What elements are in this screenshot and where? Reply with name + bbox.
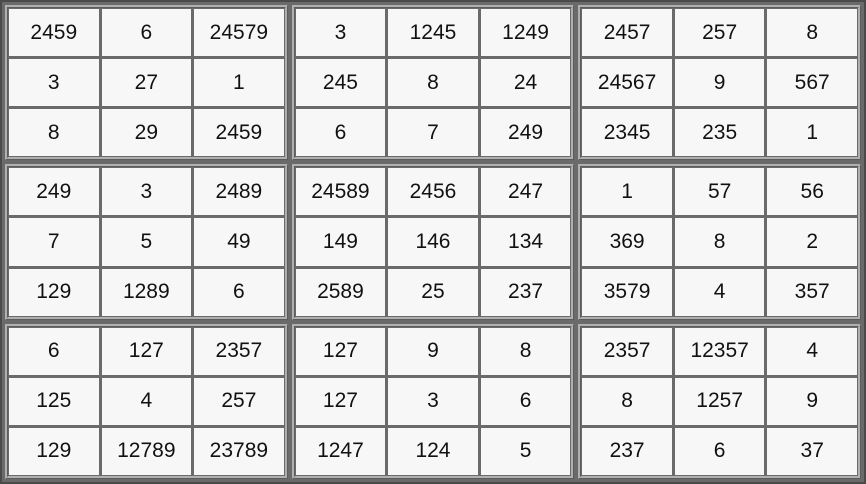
sudoku-cell[interactable]: 24567 <box>582 59 672 107</box>
sudoku-cell[interactable]: 3 <box>388 377 478 425</box>
sudoku-cell[interactable]: 146 <box>388 218 478 266</box>
sudoku-cell[interactable]: 8 <box>480 327 571 375</box>
sudoku-cell[interactable]: 357 <box>767 268 857 316</box>
sudoku-box: 6 127 2357 125 4 257 129 12789 23789 <box>5 323 288 479</box>
sudoku-cell[interactable]: 24579 <box>194 9 284 57</box>
sudoku-cell[interactable]: 149 <box>295 218 386 266</box>
sudoku-cell[interactable]: 6 <box>480 377 571 425</box>
sudoku-cell[interactable]: 2489 <box>194 168 284 216</box>
sudoku-box: 3 1245 1249 245 8 24 6 7 249 <box>291 5 575 161</box>
sudoku-cell[interactable]: 6 <box>194 268 284 316</box>
sudoku-cell[interactable]: 247 <box>480 168 571 216</box>
sudoku-cell[interactable]: 49 <box>194 218 284 266</box>
sudoku-box: 2457 257 8 24567 9 567 2345 235 1 <box>578 5 861 161</box>
sudoku-cell[interactable]: 6 <box>674 427 765 475</box>
sudoku-box: 24589 2456 247 149 146 134 2589 25 237 <box>291 164 575 320</box>
sudoku-cell[interactable]: 7 <box>9 218 99 266</box>
sudoku-cell[interactable]: 1245 <box>388 9 478 57</box>
sudoku-cell[interactable]: 57 <box>674 168 765 216</box>
sudoku-cell[interactable]: 2456 <box>388 168 478 216</box>
sudoku-cell[interactable]: 1247 <box>295 427 386 475</box>
sudoku-cell[interactable]: 369 <box>582 218 672 266</box>
sudoku-cell[interactable]: 125 <box>9 377 99 425</box>
sudoku-cell[interactable]: 127 <box>295 327 386 375</box>
sudoku-cell[interactable]: 129 <box>9 427 99 475</box>
sudoku-cell[interactable]: 2357 <box>194 327 284 375</box>
sudoku-cell[interactable]: 5 <box>101 218 192 266</box>
sudoku-cell[interactable]: 1 <box>194 59 284 107</box>
sudoku-cell[interactable]: 1257 <box>674 377 765 425</box>
sudoku-cell[interactable]: 1249 <box>480 9 571 57</box>
sudoku-box: 249 3 2489 7 5 49 129 1289 6 <box>5 164 288 320</box>
sudoku-cell[interactable]: 3579 <box>582 268 672 316</box>
sudoku-cell[interactable]: 249 <box>480 109 571 157</box>
sudoku-cell[interactable]: 3 <box>9 59 99 107</box>
sudoku-cell[interactable]: 6 <box>9 327 99 375</box>
sudoku-box: 1 57 56 369 8 2 3579 4 357 <box>578 164 861 320</box>
sudoku-cell[interactable]: 2459 <box>194 109 284 157</box>
sudoku-cell[interactable]: 7 <box>388 109 478 157</box>
sudoku-cell[interactable]: 25 <box>388 268 478 316</box>
sudoku-cell[interactable]: 127 <box>101 327 192 375</box>
sudoku-cell[interactable]: 6 <box>295 109 386 157</box>
sudoku-cell[interactable]: 2589 <box>295 268 386 316</box>
sudoku-cell[interactable]: 56 <box>767 168 857 216</box>
sudoku-cell[interactable]: 4 <box>674 268 765 316</box>
sudoku-cell[interactable]: 1289 <box>101 268 192 316</box>
sudoku-cell[interactable]: 2 <box>767 218 857 266</box>
sudoku-box: 127 9 8 127 3 6 1247 124 5 <box>291 323 575 479</box>
sudoku-cell[interactable]: 12789 <box>101 427 192 475</box>
sudoku-cell[interactable]: 29 <box>101 109 192 157</box>
sudoku-cell[interactable]: 235 <box>674 109 765 157</box>
sudoku-cell[interactable]: 567 <box>767 59 857 107</box>
sudoku-cell[interactable]: 127 <box>295 377 386 425</box>
sudoku-cell[interactable]: 124 <box>388 427 478 475</box>
sudoku-cell[interactable]: 8 <box>388 59 478 107</box>
sudoku-cell[interactable]: 12357 <box>674 327 765 375</box>
sudoku-cell[interactable]: 5 <box>480 427 571 475</box>
sudoku-box: 2357 12357 4 8 1257 9 237 6 37 <box>578 323 861 479</box>
sudoku-cell[interactable]: 1 <box>582 168 672 216</box>
sudoku-cell[interactable]: 237 <box>582 427 672 475</box>
sudoku-cell[interactable]: 4 <box>101 377 192 425</box>
sudoku-cell[interactable]: 4 <box>767 327 857 375</box>
sudoku-cell[interactable]: 2357 <box>582 327 672 375</box>
sudoku-cell[interactable]: 2459 <box>9 9 99 57</box>
sudoku-cell[interactable]: 3 <box>295 9 386 57</box>
sudoku-cell[interactable]: 245 <box>295 59 386 107</box>
sudoku-cell[interactable]: 9 <box>674 59 765 107</box>
sudoku-cell[interactable]: 8 <box>582 377 672 425</box>
sudoku-cell[interactable]: 2345 <box>582 109 672 157</box>
sudoku-cell[interactable]: 257 <box>674 9 765 57</box>
sudoku-cell[interactable]: 129 <box>9 268 99 316</box>
sudoku-cell[interactable]: 24 <box>480 59 571 107</box>
sudoku-cell[interactable]: 3 <box>101 168 192 216</box>
sudoku-cell[interactable]: 1 <box>767 109 857 157</box>
sudoku-cell[interactable]: 27 <box>101 59 192 107</box>
sudoku-cell[interactable]: 134 <box>480 218 571 266</box>
sudoku-cell[interactable]: 24589 <box>295 168 386 216</box>
sudoku-cell[interactable]: 9 <box>767 377 857 425</box>
sudoku-cell[interactable]: 23789 <box>194 427 284 475</box>
sudoku-cell[interactable]: 237 <box>480 268 571 316</box>
sudoku-cell[interactable]: 37 <box>767 427 857 475</box>
sudoku-cell[interactable]: 6 <box>101 9 192 57</box>
sudoku-cell[interactable]: 8 <box>9 109 99 157</box>
sudoku-cell[interactable]: 9 <box>388 327 478 375</box>
sudoku-cell[interactable]: 249 <box>9 168 99 216</box>
sudoku-box: 2459 6 24579 3 27 1 8 29 2459 <box>5 5 288 161</box>
sudoku-cell[interactable]: 2457 <box>582 9 672 57</box>
sudoku-cell[interactable]: 257 <box>194 377 284 425</box>
sudoku-cell[interactable]: 8 <box>767 9 857 57</box>
sudoku-cell[interactable]: 8 <box>674 218 765 266</box>
